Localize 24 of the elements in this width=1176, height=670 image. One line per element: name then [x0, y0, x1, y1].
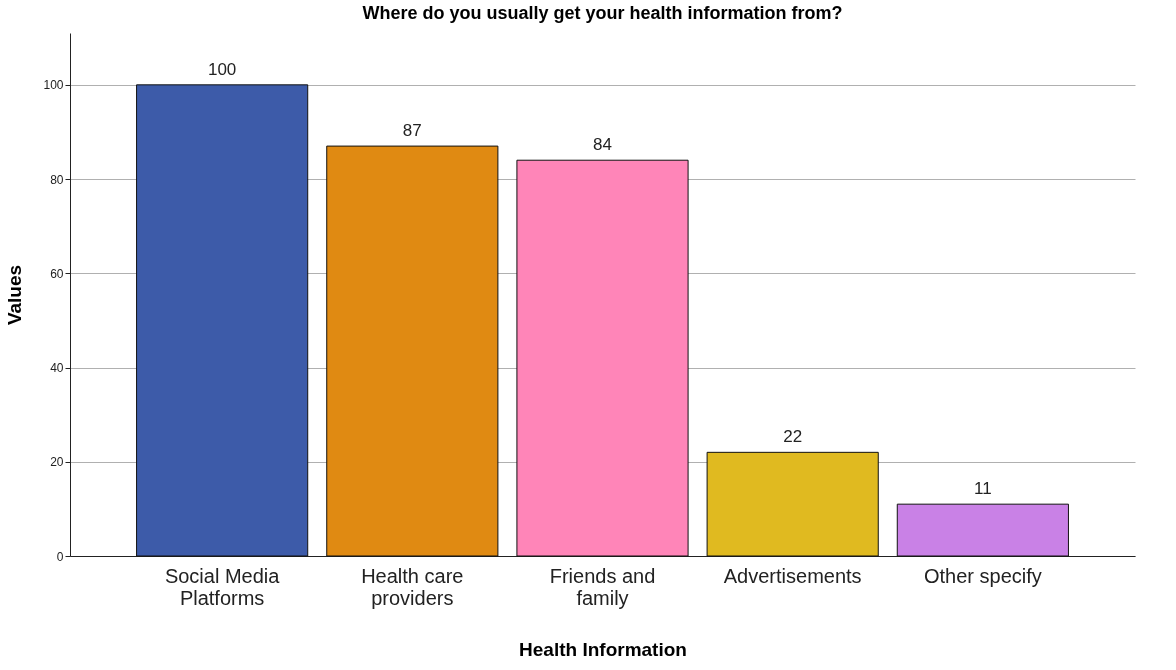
data-label: 22 [783, 427, 803, 447]
x-axis-title: Health Information [519, 638, 687, 660]
bar [326, 145, 499, 557]
x-tick-label: Social Media Platforms [164, 564, 281, 609]
y-tick-label: 40 [50, 361, 64, 376]
bar [516, 159, 689, 557]
bar [706, 451, 879, 557]
x-tick-label: Advertisements [723, 564, 862, 587]
bar [896, 503, 1069, 557]
x-tick-label: Other specify [923, 564, 1042, 587]
data-label: 84 [593, 135, 612, 155]
bar [136, 84, 309, 557]
y-axis-title: Values [4, 264, 26, 326]
x-tick-label: Friends and family [549, 564, 656, 609]
y-tick-label: 100 [43, 78, 64, 93]
y-tick-label: 20 [50, 455, 64, 470]
y-tick-label: 80 [50, 172, 64, 187]
y-tick-label: 0 [56, 549, 64, 564]
chart-title: Where do you usually get your health information from? [362, 3, 843, 23]
data-label: 87 [402, 121, 422, 141]
x-tick-label: Health care providers [361, 564, 464, 609]
data-label: 100 [207, 59, 237, 79]
data-label: 11 [974, 479, 992, 499]
y-tick-label: 60 [50, 266, 64, 281]
